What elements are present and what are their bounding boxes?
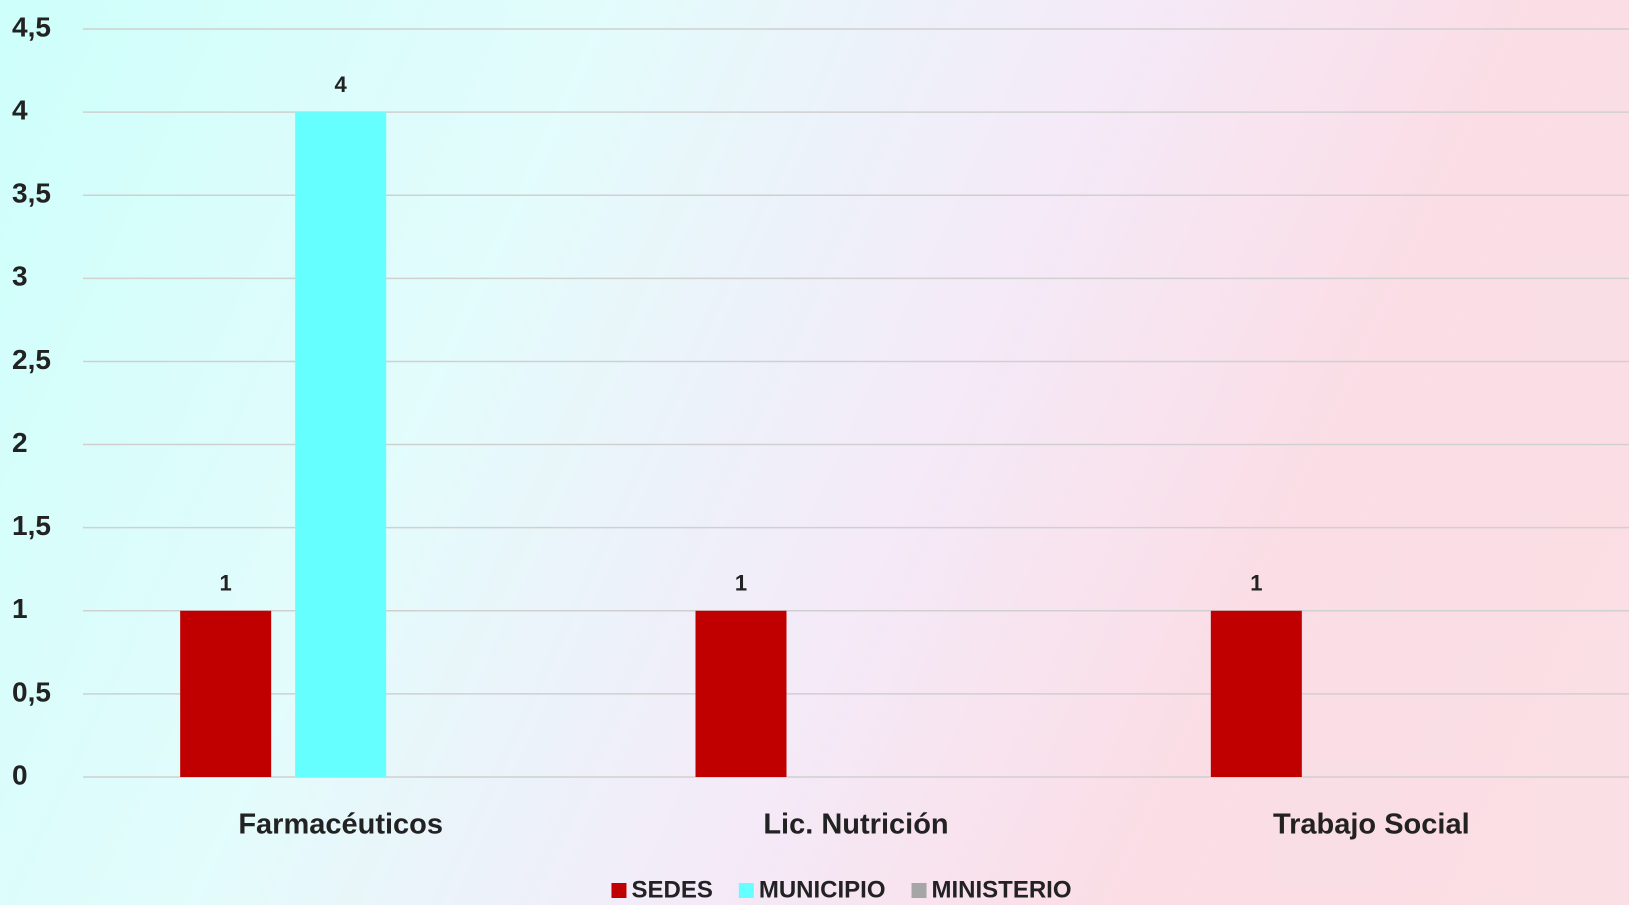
x-tick-label: Lic. Nutrición <box>763 809 948 841</box>
y-tick-label: 4 <box>12 95 28 126</box>
x-tick-label: Trabajo Social <box>1273 809 1470 841</box>
x-tick-label: Farmacéuticos <box>238 809 443 841</box>
y-tick-label: 3 <box>12 261 28 292</box>
legend-label: MINISTERIO <box>932 876 1072 903</box>
bar <box>295 112 387 778</box>
legend-swatch <box>911 883 927 898</box>
bar <box>695 610 787 777</box>
bar <box>1210 610 1302 777</box>
y-tick-label: 1,5 <box>12 510 51 541</box>
legend-label: SEDES <box>631 876 712 903</box>
bar <box>180 610 272 777</box>
data-label: 4 <box>335 72 348 97</box>
data-label: 1 <box>1250 571 1262 596</box>
y-tick-label: 0 <box>12 759 28 790</box>
y-tick-label: 2,5 <box>12 344 51 375</box>
y-tick-label: 1 <box>12 593 28 624</box>
legend-label: MUNICIPIO <box>759 876 886 903</box>
y-tick-label: 0,5 <box>12 676 51 707</box>
y-tick-label: 4,5 <box>12 11 51 42</box>
legend-swatch <box>611 883 627 898</box>
data-label: 1 <box>220 571 232 596</box>
y-tick-label: 3,5 <box>12 178 51 209</box>
legend-swatch <box>738 883 754 898</box>
y-tick-label: 2 <box>12 427 28 458</box>
data-label: 1 <box>735 571 747 596</box>
